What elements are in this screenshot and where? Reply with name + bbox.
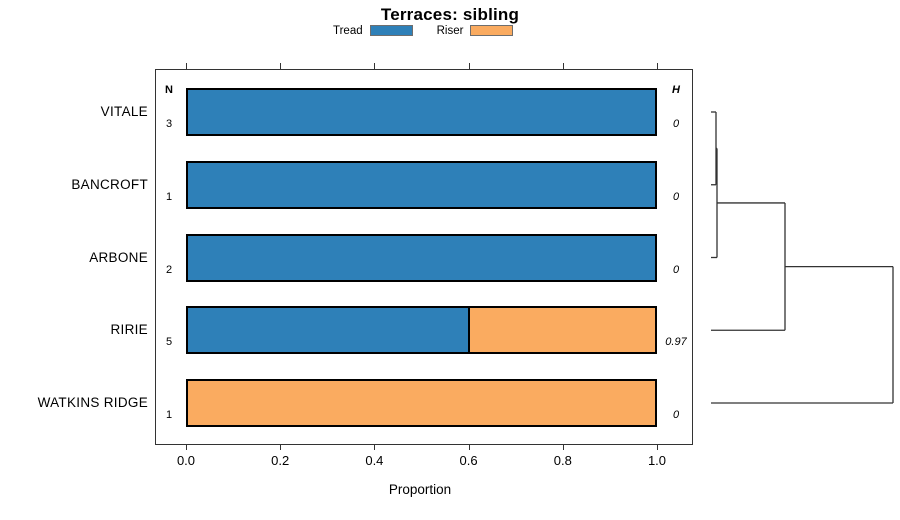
legend-item: Riser	[437, 25, 514, 37]
category-label: RIRIE	[110, 322, 148, 338]
category-label: WATKINS RIDGE	[37, 395, 148, 410]
x-tick-label: 0.2	[271, 453, 290, 468]
x-tick-bottom	[186, 444, 187, 450]
legend-swatch-riser	[470, 25, 514, 36]
legend-item-label: Riser	[436, 24, 464, 37]
bar-row	[186, 160, 657, 209]
category-label: VITALE	[100, 104, 148, 119]
bar-segment-tread	[188, 308, 469, 353]
x-tick-label: 0.0	[176, 453, 196, 468]
x-tick-bottom	[280, 444, 282, 450]
n-value: 5	[165, 336, 173, 349]
x-tick-label: 0.8	[553, 453, 572, 468]
h-value: 0	[672, 409, 680, 421]
h-value: 0	[672, 190, 680, 203]
bar-segment-tread	[188, 162, 655, 207]
n-value: 1	[165, 409, 173, 421]
category-label: BANCROFT	[71, 176, 148, 192]
n-value: 3	[165, 118, 173, 130]
legend-item: Tread	[333, 25, 413, 37]
category-label: ARBONE	[89, 249, 148, 265]
bar-segment-tread	[188, 235, 655, 280]
legend-item-label: Tread	[333, 24, 363, 37]
n-value: 1	[165, 190, 173, 203]
x-tick-bottom	[657, 444, 658, 450]
bar-segment-riser	[468, 308, 655, 353]
h-value: 0.97	[665, 336, 687, 349]
bar-row	[186, 88, 657, 136]
bar-row	[186, 233, 657, 282]
h-value: 0	[672, 263, 680, 276]
x-tick-top	[468, 63, 470, 69]
h-value: 0	[672, 118, 680, 130]
legend: Tread Riser	[333, 23, 514, 38]
x-tick-label: 1.0	[647, 453, 667, 468]
x-tick-bottom	[468, 444, 470, 450]
chart-title: Terraces: sibling	[380, 5, 520, 24]
n-value: 2	[165, 263, 173, 276]
x-tick-top	[280, 63, 282, 69]
x-tick-top	[562, 63, 564, 69]
bar-segment-riser	[188, 381, 655, 425]
x-tick-label: 0.6	[459, 453, 478, 468]
x-tick-bottom	[562, 444, 564, 450]
x-tick-top	[186, 63, 187, 69]
x-tick-top	[374, 63, 376, 69]
bar-row	[186, 306, 657, 355]
h-column-header: H	[672, 84, 680, 96]
x-axis-label: Proportion	[388, 482, 452, 497]
n-column-header: N	[165, 84, 173, 96]
x-tick-label: 0.4	[365, 453, 384, 468]
bar-segment-tread	[188, 90, 655, 134]
legend-swatch-tread	[369, 25, 413, 36]
x-tick-top	[657, 63, 658, 69]
x-tick-bottom	[374, 444, 376, 450]
bar-row	[186, 379, 657, 427]
